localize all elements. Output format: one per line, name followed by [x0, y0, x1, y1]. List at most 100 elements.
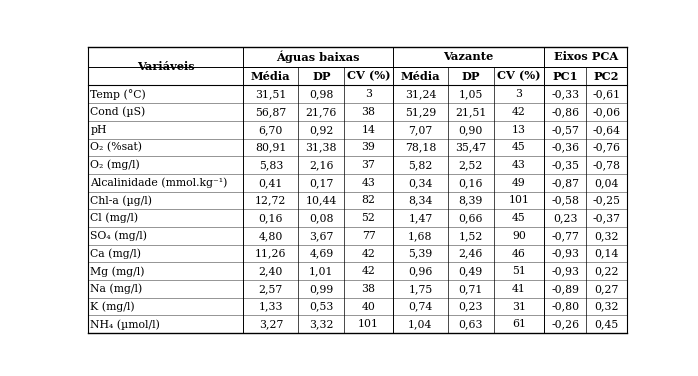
Text: 37: 37 [362, 160, 376, 170]
Text: 21,51: 21,51 [455, 107, 487, 117]
Text: SO₄ (mg/l): SO₄ (mg/l) [91, 230, 147, 241]
Text: -0,80: -0,80 [551, 302, 579, 312]
Text: 0,41: 0,41 [259, 178, 283, 188]
Text: Mg (mg/l): Mg (mg/l) [91, 266, 145, 277]
Text: 1,68: 1,68 [408, 231, 433, 241]
Text: NH₄ (µmol/l): NH₄ (µmol/l) [91, 319, 161, 330]
Text: CV (%): CV (%) [347, 71, 390, 82]
Text: 11,26: 11,26 [255, 249, 287, 259]
Text: Águas baixas: Águas baixas [276, 50, 359, 63]
Text: CV (%): CV (%) [497, 71, 541, 82]
Text: Cl (mg/l): Cl (mg/l) [91, 213, 139, 223]
Text: 0,17: 0,17 [309, 178, 334, 188]
Text: 21,76: 21,76 [306, 107, 337, 117]
Text: 45: 45 [512, 143, 526, 152]
Text: 0,49: 0,49 [459, 266, 483, 276]
Text: -0,25: -0,25 [593, 196, 621, 206]
Text: 41: 41 [512, 284, 526, 294]
Text: Na (mg/l): Na (mg/l) [91, 284, 143, 294]
Text: -0,78: -0,78 [593, 160, 621, 170]
Text: 2,57: 2,57 [259, 284, 283, 294]
Text: Eixos PCA: Eixos PCA [554, 51, 618, 62]
Text: 52: 52 [362, 213, 376, 223]
Text: 3,67: 3,67 [309, 231, 334, 241]
Text: 0,71: 0,71 [459, 284, 483, 294]
Text: 0,32: 0,32 [594, 302, 619, 312]
Text: 0,04: 0,04 [595, 178, 618, 188]
Text: 0,53: 0,53 [309, 302, 334, 312]
Text: 4,80: 4,80 [259, 231, 283, 241]
Text: 0,74: 0,74 [408, 302, 433, 312]
Text: 0,66: 0,66 [459, 213, 483, 223]
Text: 31,24: 31,24 [405, 89, 436, 99]
Text: 14: 14 [362, 125, 376, 135]
Text: 5,82: 5,82 [408, 160, 433, 170]
Text: 1,75: 1,75 [408, 284, 433, 294]
Text: -0,77: -0,77 [551, 231, 579, 241]
Text: 40: 40 [362, 302, 376, 312]
Text: 0,96: 0,96 [408, 266, 433, 276]
Text: 3,27: 3,27 [259, 319, 283, 329]
Text: 90: 90 [512, 231, 526, 241]
Text: 31,51: 31,51 [255, 89, 287, 99]
Text: 77: 77 [362, 231, 376, 241]
Text: DP: DP [312, 71, 331, 82]
Text: 82: 82 [362, 196, 376, 206]
Text: 61: 61 [512, 319, 526, 329]
Text: 80,91: 80,91 [255, 143, 287, 152]
Text: 13: 13 [512, 125, 526, 135]
Text: 78,18: 78,18 [405, 143, 436, 152]
Text: -0,35: -0,35 [551, 160, 579, 170]
Text: Ca (mg/l): Ca (mg/l) [91, 248, 142, 259]
Text: -0,36: -0,36 [551, 143, 579, 152]
Text: Variáveis: Variáveis [137, 61, 195, 71]
Text: Chl-a (µg/l): Chl-a (µg/l) [91, 195, 152, 206]
Text: 5,83: 5,83 [259, 160, 283, 170]
Text: 0,63: 0,63 [459, 319, 483, 329]
Text: 3,32: 3,32 [309, 319, 334, 329]
Text: 8,34: 8,34 [408, 196, 433, 206]
Text: 101: 101 [509, 196, 530, 206]
Text: 0,16: 0,16 [459, 178, 483, 188]
Text: 2,40: 2,40 [259, 266, 283, 276]
Text: 0,45: 0,45 [595, 319, 618, 329]
Text: 2,52: 2,52 [459, 160, 483, 170]
Text: Alcalinidade (mmol.kg⁻¹): Alcalinidade (mmol.kg⁻¹) [91, 177, 228, 188]
Text: -0,57: -0,57 [551, 125, 579, 135]
Text: 51: 51 [512, 266, 526, 276]
Text: 43: 43 [362, 178, 376, 188]
Text: 0,32: 0,32 [594, 231, 619, 241]
Text: 0,16: 0,16 [258, 213, 283, 223]
Text: 0,23: 0,23 [459, 302, 483, 312]
Text: -0,87: -0,87 [551, 178, 579, 188]
Text: 0,34: 0,34 [408, 178, 433, 188]
Text: 1,01: 1,01 [309, 266, 334, 276]
Text: 2,46: 2,46 [459, 249, 483, 259]
Text: 0,98: 0,98 [309, 89, 334, 99]
Text: -0,37: -0,37 [593, 213, 621, 223]
Text: 38: 38 [362, 284, 376, 294]
Text: 2,16: 2,16 [309, 160, 334, 170]
Text: 5,39: 5,39 [408, 249, 433, 259]
Text: 38: 38 [362, 107, 376, 117]
Text: 7,07: 7,07 [408, 125, 433, 135]
Text: 0,22: 0,22 [594, 266, 619, 276]
Text: 1,52: 1,52 [459, 231, 483, 241]
Text: -0,93: -0,93 [551, 266, 579, 276]
Text: 0,27: 0,27 [595, 284, 618, 294]
Text: 3: 3 [516, 89, 523, 99]
Text: 0,92: 0,92 [309, 125, 334, 135]
Text: 42: 42 [362, 249, 376, 259]
Text: 43: 43 [512, 160, 526, 170]
Text: 39: 39 [362, 143, 376, 152]
Text: 49: 49 [512, 178, 526, 188]
Text: 1,33: 1,33 [258, 302, 283, 312]
Text: 56,87: 56,87 [255, 107, 286, 117]
Text: 45: 45 [512, 213, 526, 223]
Text: -0,26: -0,26 [551, 319, 579, 329]
Text: 4,69: 4,69 [309, 249, 334, 259]
Text: Média: Média [401, 71, 440, 82]
Text: 0,23: 0,23 [553, 213, 577, 223]
Text: Média: Média [251, 71, 290, 82]
Text: 0,08: 0,08 [309, 213, 334, 223]
